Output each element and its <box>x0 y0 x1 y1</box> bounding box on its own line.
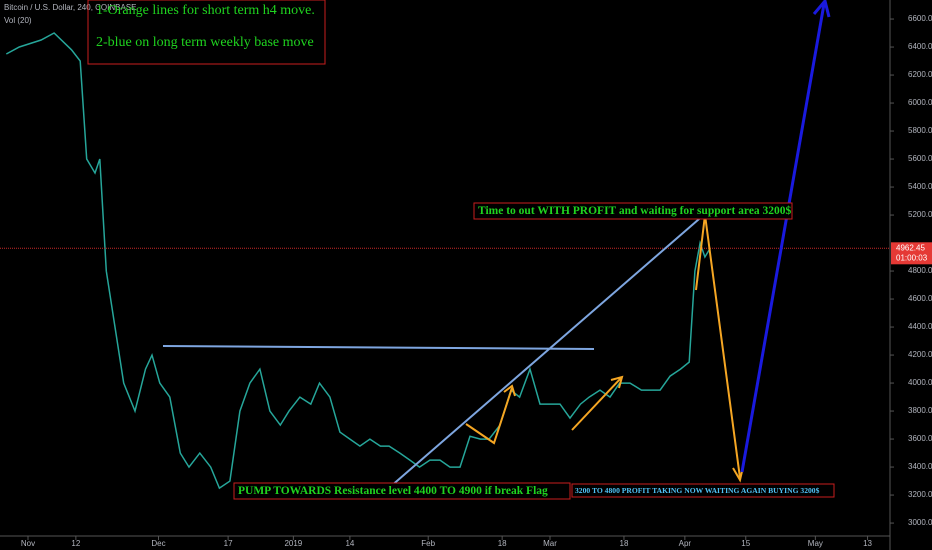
note-box <box>233 482 571 500</box>
y-tick-label: 6600.00 <box>908 14 932 23</box>
x-tick-label: 18 <box>498 539 507 548</box>
y-tick-label: 4600.00 <box>908 294 932 303</box>
x-tick-label: 2019 <box>284 539 302 548</box>
x-tick-label: Mar <box>543 539 557 548</box>
note-box <box>473 202 793 220</box>
x-tick-label: 15 <box>741 539 750 548</box>
note: 2-blue on long term weekly base move <box>96 35 314 50</box>
y-tick-label: 4800.00 <box>908 266 932 275</box>
price-line <box>5 32 711 490</box>
y-tick-label: 3800.00 <box>908 406 932 415</box>
countdown-label: 01:00:03 <box>896 253 928 262</box>
y-tick-label: 4400.00 <box>908 322 932 331</box>
resistance-line <box>162 345 595 350</box>
y-tick-label: 5200.00 <box>908 210 932 219</box>
last-price-box <box>891 242 932 265</box>
x-tick-label: Apr <box>679 539 692 548</box>
y-tick-label: 6400.00 <box>908 42 932 51</box>
y-tick-label: 3000.00 <box>908 518 932 527</box>
y-tick-label: 5800.00 <box>908 126 932 135</box>
x-tick-label: Feb <box>421 539 435 548</box>
indicator-label: Vol (20) <box>4 16 32 25</box>
y-tick-label: 3200.00 <box>908 490 932 499</box>
last-price-label: 4962.45 <box>896 243 925 252</box>
x-tick-label: Nov <box>21 539 35 548</box>
y-tick-label: 5400.00 <box>908 182 932 191</box>
note-box <box>87 0 326 65</box>
x-tick-label: 12 <box>71 539 80 548</box>
x-tick-label: 14 <box>345 539 354 548</box>
y-tick-label: 3600.00 <box>908 434 932 443</box>
x-tick-label: 17 <box>224 539 233 548</box>
arrow-head <box>610 375 624 389</box>
y-tick-label: 6200.00 <box>908 70 932 79</box>
plot <box>0 32 890 490</box>
arrow-head <box>812 0 831 18</box>
note: Time to out WITH PROFIT and waiting for … <box>478 204 792 217</box>
x-tick-label: 18 <box>620 539 629 548</box>
symbol-title: Bitcoin / U.S. Dollar, 240, COINBASE <box>4 3 137 12</box>
note: 1-Orange lines for short term h4 move. <box>96 3 315 18</box>
y-tick-label: 6000.00 <box>908 98 932 107</box>
blue-arrow <box>740 3 826 473</box>
note: 3200 TO 4800 PROFIT TAKING NOW WAITING A… <box>575 486 820 495</box>
arrow-head <box>503 384 516 397</box>
orange-arrow <box>465 387 513 445</box>
x-tick-label: Dec <box>151 539 165 548</box>
note-box <box>571 483 835 498</box>
y-tick-label: 4000.00 <box>908 378 932 387</box>
note: PUMP TOWARDS Resistance level 4400 TO 49… <box>238 485 548 497</box>
y-tick-label: 3400.00 <box>908 462 932 471</box>
x-tick-label: May <box>808 539 823 548</box>
orange-arrow <box>571 377 622 431</box>
trend-line <box>389 212 707 488</box>
x-tick-label: 13 <box>863 539 872 548</box>
y-tick-label: 5600.00 <box>908 154 932 163</box>
y-tick-label: 4200.00 <box>908 350 932 359</box>
